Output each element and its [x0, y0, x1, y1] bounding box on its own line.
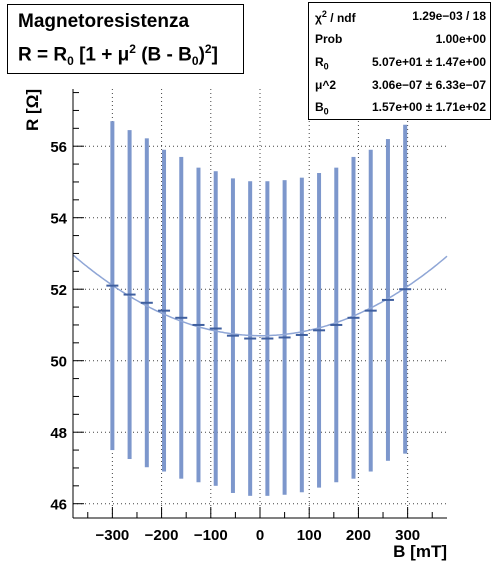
y-tick-label-3: 52	[50, 282, 67, 299]
data-markers	[106, 284, 412, 340]
stat-b0: B0 1.57e+00 ± 1.71e+02	[315, 100, 486, 117]
y-tick-label-4: 54	[50, 211, 67, 228]
y-tick-label-5: 56	[50, 139, 67, 156]
chart-formula: R = R0 [1 + μ2 (B - B0)2]	[18, 42, 218, 69]
x-tick-label-4: 100	[297, 527, 322, 544]
stat-chi2: χ2 / ndf 1.29e−03 / 18	[315, 9, 486, 25]
x-tick-label-3: 0	[256, 527, 264, 544]
chart-title: Magnetoresistenza	[18, 11, 190, 32]
stat-prob: Prob 1.00e+00	[315, 32, 486, 46]
x-tick-label-6: 300	[395, 527, 420, 544]
error-bars	[110, 121, 408, 496]
y-tick-label-1: 48	[50, 425, 67, 442]
x-tick-label-2: −100	[194, 527, 228, 544]
stat-r0: R0 5.07e+01 ± 1.47e+00	[315, 55, 486, 72]
y-tick-label-0: 46	[50, 497, 67, 514]
stat-mu2: μ^2 3.06e−07 ± 6.33e−07	[315, 78, 486, 92]
y-tick-label-2: 50	[50, 354, 67, 371]
x-tick-label-0: −300	[95, 527, 129, 544]
y-axis-label: R [Ω]	[23, 89, 42, 131]
fit-stats-box: χ2 / ndf 1.29e−03 / 18 Prob 1.00e+00 R0 …	[308, 2, 491, 120]
axes: −300 −200 −100 0 100 200 300 46 48 50 52 54 56	[50, 89, 447, 544]
title-box: Magnetoresistenza R = R0 [1 + μ2 (B - B0…	[7, 4, 244, 74]
x-tick-label-5: 200	[346, 527, 371, 544]
x-tick-label-1: −200	[145, 527, 179, 544]
x-axis-label: B [mT]	[393, 542, 447, 561]
